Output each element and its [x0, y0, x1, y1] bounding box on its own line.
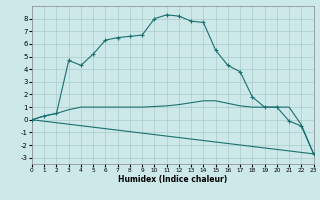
- X-axis label: Humidex (Indice chaleur): Humidex (Indice chaleur): [118, 175, 228, 184]
